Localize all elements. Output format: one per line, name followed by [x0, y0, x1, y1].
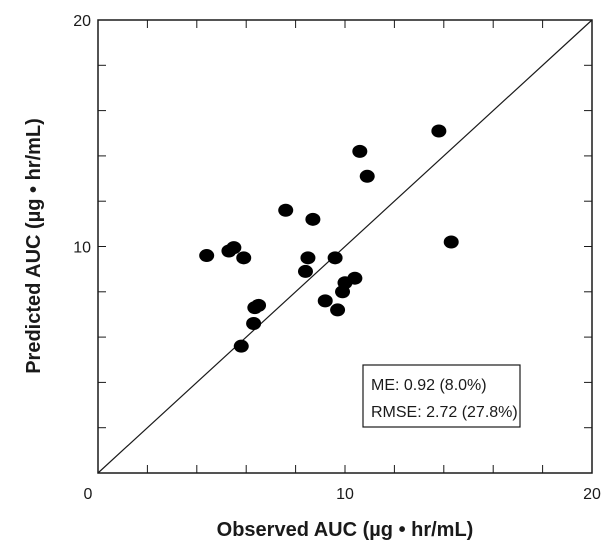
y-tick-label: 20 — [73, 13, 91, 30]
data-point — [199, 249, 215, 263]
y-axis-title: Predicted AUC (µg • hr/mL) — [23, 118, 45, 374]
x-tick-labels: 0 10 20 — [84, 486, 601, 503]
x-tick-label: 20 — [583, 486, 601, 503]
stats-box — [362, 364, 521, 428]
data-point — [352, 144, 368, 158]
x-tick-label: 0 — [84, 486, 93, 503]
identity-line — [97, 19, 593, 474]
data-point — [278, 203, 294, 217]
data-point — [359, 169, 375, 183]
stat-rmse: RMSE: 2.72 (27.8%) — [371, 404, 518, 421]
y-tick-labels: 10 20 — [73, 13, 91, 257]
data-point — [327, 251, 343, 265]
y-tick-label: 10 — [73, 240, 91, 257]
data-points — [199, 124, 459, 353]
data-point — [443, 235, 459, 249]
data-point — [233, 339, 249, 353]
data-point — [226, 241, 242, 255]
data-point — [317, 294, 333, 308]
data-point — [246, 317, 262, 331]
data-point — [236, 251, 252, 265]
stat-me: ME: 0.92 (8.0%) — [371, 377, 487, 394]
data-point — [305, 212, 321, 226]
data-point — [297, 264, 313, 278]
data-point — [251, 298, 267, 312]
data-point — [347, 271, 363, 285]
data-point — [431, 124, 447, 138]
stats-annotation: ME: 0.92 (8.0%) RMSE: 2.72 (27.8%) — [362, 364, 521, 428]
data-point — [300, 251, 316, 265]
data-point — [330, 303, 346, 317]
minor-ticks — [98, 20, 592, 473]
x-tick-label: 10 — [336, 486, 354, 503]
x-axis-title: Observed AUC (µg • hr/mL) — [217, 519, 474, 541]
